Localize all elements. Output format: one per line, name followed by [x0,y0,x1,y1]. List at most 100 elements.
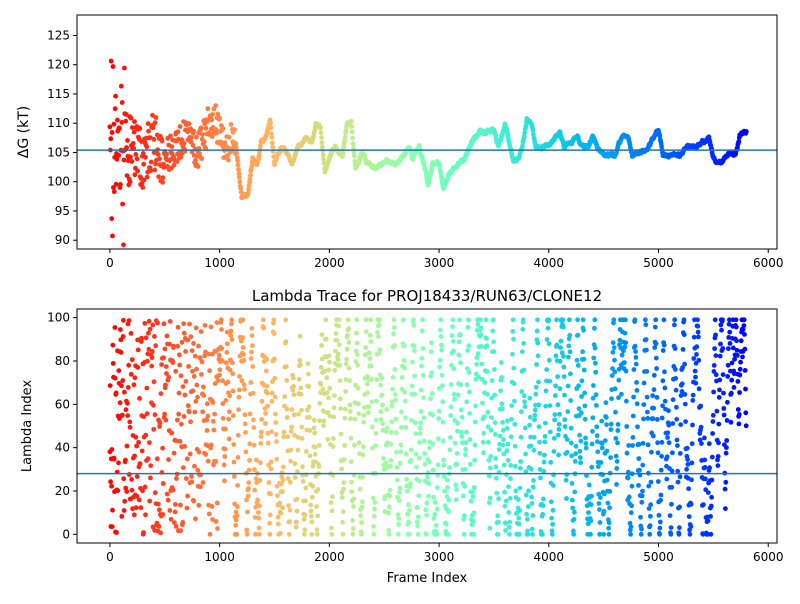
lambda-point [549,515,554,521]
delta-g-point [177,124,183,129]
lambda-point [664,454,670,460]
delta-g-x-ticks: 0 1000 2000 3000 4000 5000 6000 [106,249,783,270]
lambda-point [501,462,507,468]
lambda-point [378,417,384,422]
lambda-point [577,448,583,454]
lambda-point [188,334,194,340]
lambda-point [710,431,715,436]
lambda-point [182,392,188,398]
lambda-point [291,383,296,389]
lambda-point [606,520,612,526]
lambda-point [314,527,320,532]
delta-g-point [128,154,133,160]
lambda-point [464,382,470,388]
lambda-point [388,458,394,463]
delta-g-point [175,129,181,135]
lambda-point [494,490,500,496]
lambda-point [339,466,344,472]
lambda-point [343,377,349,382]
delta-g-point [319,135,324,141]
lambda-point [530,513,536,518]
lambda-point [173,524,179,529]
lambda-point [621,348,626,354]
lambda-point [616,395,621,401]
lambda-point [173,368,179,374]
lambda-point [413,451,419,457]
lambda-point [675,443,680,448]
lambda-point [227,409,232,415]
lambda-point [111,456,117,462]
lambda-point [688,501,694,507]
lambda-point [300,479,306,484]
lambda-point [740,327,746,332]
lambda-point [362,405,367,410]
lambda-point [509,417,514,422]
lambda-point [726,346,731,351]
delta-g-point [421,161,427,167]
delta-g-point [194,134,199,140]
lambda-point [233,522,239,528]
lambda-point [453,497,459,503]
lambda-point [415,531,421,537]
lambda-point [406,502,411,508]
lambda-point [141,530,146,535]
lambda-point [549,531,555,537]
lambda-point [267,520,272,526]
lambda-point [397,489,402,495]
lambda-point [127,419,133,425]
delta-g-point [342,138,348,144]
lambda-point [191,374,197,379]
lambda-point [288,429,294,434]
lambda-point [322,368,328,374]
lambda-point [416,478,422,484]
lambda-point [665,435,670,440]
delta-g-point [352,153,357,159]
lambda-point [630,443,635,448]
lambda-point [121,317,126,323]
lambda-point [491,317,496,323]
lambda-point [533,384,539,390]
lambda-point [246,486,251,491]
lambda-point [490,328,496,334]
lambda-point [447,465,452,470]
lambda-point [445,485,450,490]
lambda-point [183,349,189,354]
lambda-point [677,474,683,480]
lambda-point [580,317,586,323]
delta-g-point [190,142,196,148]
lambda-point [623,317,628,323]
lambda-point [153,343,159,349]
lambda-point [366,404,371,410]
delta-g-point [340,150,346,156]
lambda-point [720,346,726,351]
lambda-point [614,459,620,464]
lambda-point [418,420,423,426]
lambda-point [136,439,142,445]
lambda-point [576,406,582,412]
lambda-point [678,422,684,427]
lambda-point [145,456,151,462]
lambda-point [665,430,671,436]
lambda-point [230,388,236,394]
lambda-point [306,371,311,377]
lambda-point [349,489,355,494]
lambda-point [674,416,680,422]
lambda-point [503,528,508,533]
lambda-point [425,474,430,480]
lambda-point [386,510,391,516]
lambda-point [451,391,457,397]
lambda-point [527,395,533,401]
delta-g-point [200,132,205,137]
lambda-point [486,457,492,463]
lambda-point [608,421,614,427]
delta-g-point [319,140,325,146]
lambda-point [720,317,725,323]
delta-g-point [155,152,161,157]
lambda-point [248,380,254,385]
lambda-point [595,439,600,445]
lambda-point [109,524,115,529]
lambda-point [532,417,537,423]
lambda-point [161,321,167,327]
lambda-point [181,330,187,336]
